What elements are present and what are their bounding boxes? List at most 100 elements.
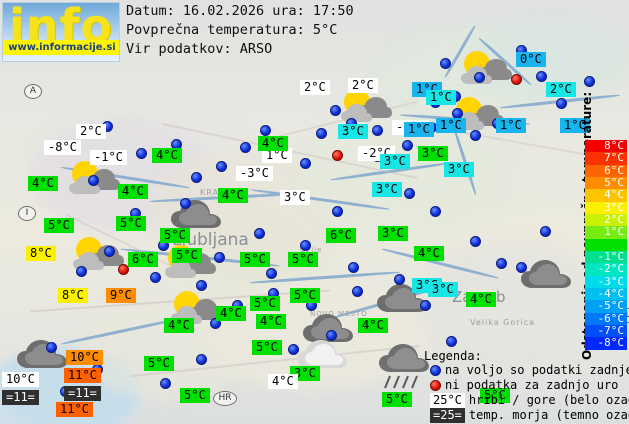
- station-dot-available[interactable]: [474, 72, 485, 83]
- station-dot-available[interactable]: [352, 286, 363, 297]
- station-dot-available[interactable]: [260, 125, 271, 136]
- station-dot-available[interactable]: [540, 226, 551, 237]
- temperature-chip: 5°C: [160, 228, 190, 243]
- temperature-chip: 1°C: [436, 118, 466, 133]
- temperature-chip: 5°C: [240, 252, 270, 267]
- station-dot-available[interactable]: [332, 206, 343, 217]
- station-dot-available[interactable]: [136, 148, 147, 159]
- temperature-chip: 4°C: [216, 306, 246, 321]
- temperature-chip: =11=: [2, 390, 39, 405]
- color-scale-row: 5°C: [585, 176, 627, 190]
- cloud-white-icon: [294, 338, 350, 372]
- station-dot-available[interactable]: [516, 262, 527, 273]
- station-dot-available[interactable]: [254, 228, 265, 239]
- station-dot-available[interactable]: [316, 128, 327, 139]
- station-dot-available[interactable]: [88, 175, 99, 186]
- station-dot-available[interactable]: [584, 76, 595, 87]
- temperature-chip: 6°C: [326, 228, 356, 243]
- temperature-chip: 1°C: [426, 90, 456, 105]
- temperature-chip: 10°C: [66, 350, 103, 365]
- color-scale-row: 4°C: [585, 188, 627, 202]
- cloud-icon: [14, 338, 70, 372]
- station-dot-available[interactable]: [76, 266, 87, 277]
- temperature-chip: 4°C: [28, 176, 58, 191]
- station-dot-available[interactable]: [150, 272, 161, 283]
- station-dot-available[interactable]: [556, 98, 567, 109]
- temperature-chip: 3°C: [418, 146, 448, 161]
- station-dot-available[interactable]: [348, 262, 359, 273]
- temperature-chip: 11°C: [64, 368, 101, 383]
- cloud-icon: [300, 312, 356, 346]
- temperature-chip: 11°C: [56, 402, 93, 417]
- station-dot-available[interactable]: [216, 161, 227, 172]
- temperature-chip: 5°C: [144, 356, 174, 371]
- color-scale-row: 3°C: [585, 201, 627, 214]
- temperature-chip: 4°C: [218, 188, 248, 203]
- temperature-chip: 0°C: [516, 52, 546, 67]
- temperature-chip: 4°C: [152, 148, 182, 163]
- station-dot-available[interactable]: [496, 258, 507, 269]
- station-dot-available[interactable]: [180, 198, 191, 209]
- legend-items: na voljo so podatki zadnje ureni podatka…: [424, 363, 629, 423]
- station-dot-available[interactable]: [404, 188, 415, 199]
- station-dot-available[interactable]: [394, 274, 405, 285]
- temperature-chip: 5°C: [44, 218, 74, 233]
- temperature-chip: 5°C: [290, 288, 320, 303]
- temperature-chip: -3°C: [236, 166, 273, 181]
- station-dot-available[interactable]: [210, 318, 221, 329]
- sun-cloud-icon: [336, 84, 398, 126]
- color-scale-row: -2°C: [585, 262, 627, 276]
- legend-item: ni podatka za zadnjo uro: [430, 378, 629, 393]
- station-dot-available[interactable]: [46, 342, 57, 353]
- temperature-chip: 5°C: [480, 388, 510, 403]
- station-dot-available[interactable]: [196, 280, 207, 291]
- station-dot-available[interactable]: [440, 58, 451, 69]
- color-scale-row: -6°C: [585, 312, 627, 325]
- temperature-chip: 4°C: [414, 246, 444, 261]
- station-dot-available[interactable]: [470, 130, 481, 141]
- color-scale-row: 2°C: [585, 213, 627, 227]
- station-dot-available[interactable]: [160, 378, 171, 389]
- station-dot-available[interactable]: [326, 330, 337, 341]
- station-dot-available[interactable]: [420, 300, 431, 311]
- temperature-chip: -1°C: [90, 150, 127, 165]
- station-dot-missing[interactable]: [511, 74, 522, 85]
- header-date-time: Datum: 16.02.2026 ura: 17:50: [126, 3, 354, 19]
- logo-url-text: www.informacije.si: [8, 42, 116, 53]
- station-dot-missing[interactable]: [332, 150, 343, 161]
- temperature-chip: 3°C: [444, 162, 474, 177]
- temperature-chip: 4°C: [164, 318, 194, 333]
- station-dot-available[interactable]: [300, 240, 311, 251]
- station-dot-available[interactable]: [402, 140, 413, 151]
- temperature-chip: 6°C: [128, 252, 158, 267]
- color-scale-row: 1°C: [585, 225, 627, 239]
- station-dot-available[interactable]: [214, 252, 225, 263]
- temperature-chip: 3°C: [380, 154, 410, 169]
- temperature-chip: 4°C: [268, 374, 298, 389]
- station-dot-available[interactable]: [288, 344, 299, 355]
- station-dot-available[interactable]: [191, 172, 202, 183]
- station-dot-available[interactable]: [300, 158, 311, 169]
- station-dot-available[interactable]: [430, 206, 441, 217]
- station-dot-available[interactable]: [266, 268, 277, 279]
- station-dot-available[interactable]: [372, 125, 383, 136]
- temperature-chip: 1°C: [560, 118, 590, 133]
- station-dot-available[interactable]: [446, 336, 457, 347]
- station-dot-missing[interactable]: [118, 264, 129, 275]
- color-scale-row: 7°C: [585, 152, 627, 165]
- station-dot-available[interactable]: [104, 246, 115, 257]
- color-scale-row: -1°C: [585, 250, 627, 264]
- legend-blue-dot-icon: [430, 365, 441, 376]
- info-logo[interactable]: info www.informacije.si: [2, 2, 120, 62]
- legend-mountain-chip: 25°C: [430, 393, 465, 408]
- temperature-chip: 3°C: [372, 182, 402, 197]
- station-dot-available[interactable]: [196, 354, 207, 365]
- station-dot-available[interactable]: [240, 142, 251, 153]
- station-dot-available[interactable]: [536, 71, 547, 82]
- station-dot-available[interactable]: [470, 236, 481, 247]
- legend-sea-chip: =25=: [430, 408, 465, 423]
- station-dot-available[interactable]: [330, 105, 341, 116]
- legend-item: =25=temp. morja (temno ozadje): [430, 408, 629, 423]
- temperature-chip: 4°C: [256, 314, 286, 329]
